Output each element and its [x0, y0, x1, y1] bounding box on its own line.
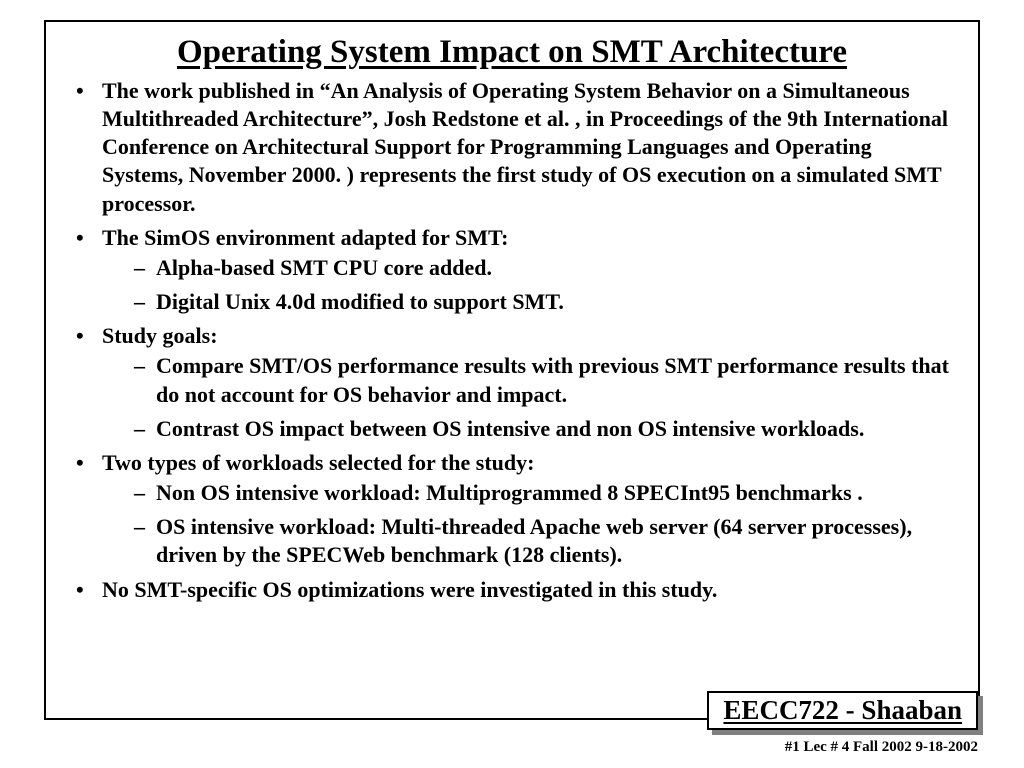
bullet-item: No SMT-specific OS optimizations were in… [66, 576, 958, 604]
sub-bullet-item: OS intensive workload: Multi-threaded Ap… [102, 513, 958, 569]
sub-bullet-text: Contrast OS impact between OS intensive … [156, 416, 864, 441]
bullet-item: The SimOS environment adapted for SMT: A… [66, 224, 958, 316]
sub-bullet-item: Alpha-based SMT CPU core added. [102, 254, 958, 282]
course-badge: EECC722 - Shaaban [707, 691, 978, 730]
slide-title: Operating System Impact on SMT Architect… [46, 34, 978, 71]
bullet-item: Two types of workloads selected for the … [66, 449, 958, 570]
bullet-item: Study goals: Compare SMT/OS performance … [66, 322, 958, 443]
bullet-list-level2: Non OS intensive workload: Multiprogramm… [102, 479, 958, 569]
bullet-text: No SMT-specific OS optimizations were in… [102, 577, 717, 602]
sub-bullet-item: Digital Unix 4.0d modified to support SM… [102, 288, 958, 316]
bullet-item: The work published in “An Analysis of Op… [66, 77, 958, 218]
sub-bullet-text: Alpha-based SMT CPU core added. [156, 255, 492, 280]
bullet-list-level1: The work published in “An Analysis of Op… [66, 77, 958, 604]
slide-frame: Operating System Impact on SMT Architect… [44, 20, 980, 720]
slide-content: The work published in “An Analysis of Op… [46, 77, 978, 604]
bullet-text: Two types of workloads selected for the … [102, 450, 534, 475]
sub-bullet-item: Non OS intensive workload: Multiprogramm… [102, 479, 958, 507]
sub-bullet-text: Compare SMT/OS performance results with … [156, 353, 949, 406]
bullet-list-level2: Compare SMT/OS performance results with … [102, 352, 958, 442]
sub-bullet-item: Compare SMT/OS performance results with … [102, 352, 958, 408]
sub-bullet-text: Non OS intensive workload: Multiprogramm… [156, 480, 863, 505]
bullet-text: Study goals: [102, 323, 218, 348]
sub-bullet-item: Contrast OS impact between OS intensive … [102, 415, 958, 443]
bullet-list-level2: Alpha-based SMT CPU core added. Digital … [102, 254, 958, 316]
bullet-text: The work published in “An Analysis of Op… [102, 78, 948, 216]
sub-bullet-text: Digital Unix 4.0d modified to support SM… [156, 289, 564, 314]
bullet-text: The SimOS environment adapted for SMT: [102, 225, 508, 250]
sub-bullet-text: OS intensive workload: Multi-threaded Ap… [156, 514, 912, 567]
footer-note: #1 Lec # 4 Fall 2002 9-18-2002 [785, 739, 978, 756]
